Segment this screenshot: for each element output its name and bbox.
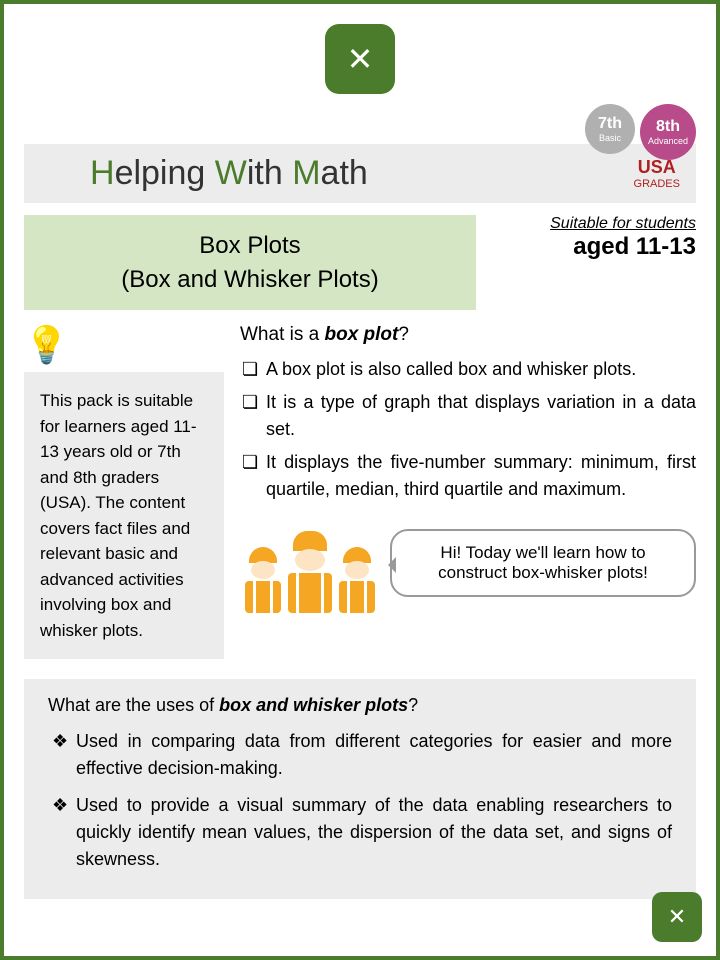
topic-box: Box Plots (Box and Whisker Plots): [24, 215, 476, 310]
uses-item-0: Used in comparing data from different ca…: [48, 728, 672, 782]
def-title-bold: box plot: [324, 324, 398, 345]
workers-icon: [240, 513, 380, 613]
def-item-1: It is a type of graph that displays vari…: [240, 389, 696, 443]
suitable-age: aged 11-13: [496, 233, 696, 261]
def-title-pre: What is a: [240, 324, 324, 345]
grade-8-level: Advanced: [648, 136, 688, 146]
workers-row: Hi! Today we'll learn how to construct b…: [240, 513, 696, 613]
worker-3: [336, 547, 378, 613]
info-box: This pack is suitable for learners aged …: [24, 372, 224, 659]
grade-badges: 7th Basic 8th Advanced: [585, 104, 696, 160]
grade-8-text: 8th: [656, 118, 680, 136]
grade-7-level: Basic: [599, 133, 621, 143]
left-column: 💡 This pack is suitable for learners age…: [24, 324, 224, 659]
grade-7-badge: 7th Basic: [585, 104, 635, 154]
title-w: W: [215, 154, 247, 192]
page-container: ✕ 7th Basic 8th Advanced Helping With Ma…: [0, 0, 720, 960]
uses-title-bold: box and whisker plots: [219, 695, 408, 715]
uses-title: What are the uses of box and whisker plo…: [48, 695, 672, 716]
topic-row: Box Plots (Box and Whisker Plots) Suitab…: [24, 215, 696, 310]
topic-line2: (Box and Whisker Plots): [34, 263, 466, 297]
def-item-2: It displays the five-number summary: min…: [240, 449, 696, 503]
title-elping: elping: [115, 154, 215, 192]
def-item-0: A box plot is also called box and whiske…: [240, 356, 696, 383]
title-h: H: [90, 154, 115, 192]
suitable-box: Suitable for students aged 11-13: [496, 215, 696, 310]
logo-bottom-icon: ✕: [652, 892, 702, 942]
content-row: 💡 This pack is suitable for learners age…: [24, 324, 696, 659]
uses-item-1: Used to provide a visual summary of the …: [48, 792, 672, 873]
usa-sub: GRADES: [634, 178, 680, 190]
uses-title-post: ?: [408, 695, 418, 715]
uses-title-pre: What are the uses of: [48, 695, 219, 715]
worker-2: [284, 531, 336, 613]
logo-icon: ✕: [325, 24, 395, 94]
definition-section: What is a box plot? A box plot is also c…: [240, 324, 696, 613]
def-title-post: ?: [398, 324, 409, 345]
speech-bubble: Hi! Today we'll learn how to construct b…: [390, 529, 696, 597]
grade-8-badge: 8th Advanced: [640, 104, 696, 160]
page-title: Helping With Math: [90, 154, 368, 193]
title-ith: ith: [247, 154, 292, 192]
uses-box: What are the uses of box and whisker plo…: [24, 679, 696, 899]
grade-7-text: 7th: [598, 115, 622, 133]
worker-1: [242, 547, 284, 613]
uses-list: Used in comparing data from different ca…: [48, 728, 672, 873]
topic-line1: Box Plots: [34, 229, 466, 263]
definition-title: What is a box plot?: [240, 324, 696, 346]
title-ath: ath: [321, 154, 368, 192]
suitable-label: Suitable for students: [496, 215, 696, 233]
title-m: M: [292, 154, 320, 192]
lightbulb-icon: 💡: [24, 324, 224, 366]
definition-list: A box plot is also called box and whiske…: [240, 356, 696, 503]
